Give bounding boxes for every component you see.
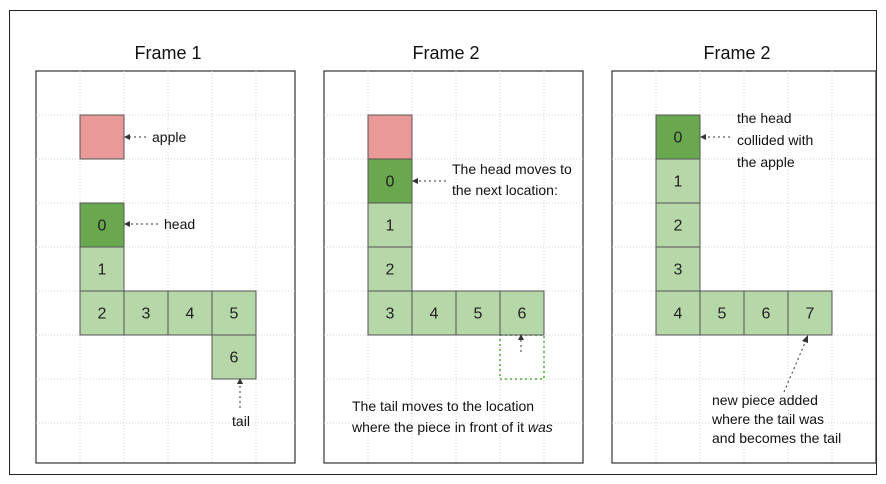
snake-body-cell [787,290,833,336]
snake-body-cell [211,334,257,380]
frame-1-snake: 0 1 2 3 4 5 6 [79,114,257,380]
frame-3-panel: Frame 2 0 1 2 3 4 5 6 7 the head collided with … [611,43,877,464]
snake-body-cell [699,290,745,336]
frame-2-tail-annotation: The tail moves to the location where the… [351,334,553,435]
frame-1-tail-annotation: tail [232,378,250,429]
snake-body-cell [167,290,213,336]
frame-1-title: Frame 1 [134,43,201,63]
collision-line-2: collided with [737,132,813,148]
new-piece-line-2: where the tail was [711,411,824,427]
snake-segment-number: 4 [430,306,439,323]
new-piece-arrowhead [802,335,808,343]
new-piece-line-3: and becomes the tail [712,430,841,446]
snake-segment-number: 2 [98,306,107,323]
frame-1-grid-box [35,70,296,464]
collision-line-1: the head [737,110,792,126]
tail-moves-emphasis: was [528,419,553,435]
head-moves-line-1: The head moves to [452,161,572,177]
snake-segment-number: 4 [674,306,683,323]
snake-body-cell [499,290,545,336]
tail-moves-line-1: The tail moves to the location [352,398,534,414]
apple-cell [79,114,125,160]
frame-1-head-annotation: head [124,216,195,232]
snake-segment-number: 2 [386,262,395,279]
frame-1-panel: Frame 1 0 1 2 3 4 5 6 apple head tail [35,43,296,464]
snake-segment-number: 7 [806,306,815,323]
snake-segment-number: 6 [518,306,527,323]
snake-segment-number: 6 [230,350,239,367]
snake-segment-number: 5 [718,306,727,323]
snake-body-cell [655,290,701,336]
snake-body-cell [367,202,413,248]
snake-segment-number: 3 [142,306,151,323]
frame-3-collision-annotation: the head collided with the apple [700,110,813,170]
apple-arrowhead [124,134,130,140]
frame-1-apple-annotation: apple [124,129,186,145]
apple-label: apple [152,129,186,145]
snake-body-cell [367,246,413,292]
snake-segment-number: 1 [386,218,395,235]
snake-segment-number: 3 [674,262,683,279]
frame-3-title: Frame 2 [703,43,770,63]
snake-segment-number: 3 [386,306,395,323]
frame-2-snake: 0 1 2 3 4 5 6 [367,114,545,380]
snake-body-cell [743,290,789,336]
tail-label: tail [232,413,250,429]
tail-moves-line-2: where the piece in front of it was [351,419,553,435]
snake-segment-number: 1 [98,262,107,279]
snake-segment-number: 6 [762,306,771,323]
collision-line-3: the apple [737,154,795,170]
snake-body-cell [411,290,457,336]
collision-arrowhead [700,134,706,140]
snake-segment-number: 2 [674,218,683,235]
snake-segment-number: 0 [98,218,107,235]
frame-3-snake: 0 1 2 3 4 5 6 7 [655,114,833,336]
apple-cell [367,114,413,160]
tail-moves-arrowhead [518,334,524,340]
tail-moves-line-2-text: where the piece in front of it [351,419,528,435]
new-piece-line-1: new piece added [712,392,818,408]
snake-body-cell [367,290,413,336]
frame-2-grid-box [323,70,584,464]
frame-2-panel: Frame 2 0 1 2 3 4 5 6 The head moves to the ne… [323,43,584,464]
tail-arrowhead [237,378,243,384]
head-moves-arrowhead [412,178,418,184]
snake-segment-number: 0 [386,174,395,191]
frame-2-head-annotation: The head moves to the next location: [412,161,572,198]
head-moves-line-2: the next location: [452,182,558,198]
frame-3-new-piece-annotation: new piece added where the tail was and b… [711,335,841,446]
snake-segment-number: 5 [230,306,239,323]
frame-2-title: Frame 2 [412,43,479,63]
snake-segment-number: 0 [674,130,683,147]
head-label: head [164,216,195,232]
snake-head-cell [367,158,413,204]
snake-segment-number: 1 [674,174,683,191]
snake-segment-number: 4 [186,306,195,323]
snake-segment-number: 5 [474,306,483,323]
head-arrowhead [124,221,130,227]
